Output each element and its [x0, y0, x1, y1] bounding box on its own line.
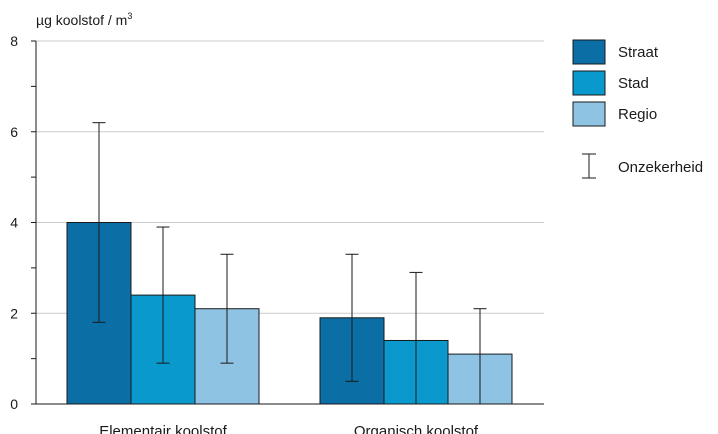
y-tick-label: 0: [10, 396, 18, 412]
x-axis: Elementair koolstof Organisch koolstof: [36, 403, 544, 434]
x-tick-label: Organisch koolstof: [354, 423, 479, 434]
y-tick-label: 8: [10, 33, 18, 49]
legend-uncertainty-label: Onzekerheid: [618, 159, 703, 176]
y-tick-label: 6: [10, 124, 18, 140]
legend-label: Regio: [618, 106, 657, 123]
legend-label: Stad: [618, 75, 649, 92]
legend-swatch: [572, 70, 606, 96]
error-bars: [92, 122, 487, 404]
legend-swatch: [572, 101, 606, 127]
legend-swatch: [572, 39, 606, 65]
y-axis: 0 2 4 6 8: [10, 33, 37, 412]
y-axis-label: µg koolstof / m3: [36, 11, 132, 28]
bars: [66, 222, 513, 405]
legend-label: Straat: [618, 44, 659, 61]
x-tick-label: Elementair koolstof: [99, 423, 227, 434]
y-tick-label: 2: [10, 305, 18, 321]
y-tick-label: 4: [10, 215, 18, 231]
legend: Straat Stad Regio Onzekerheid: [572, 39, 703, 179]
